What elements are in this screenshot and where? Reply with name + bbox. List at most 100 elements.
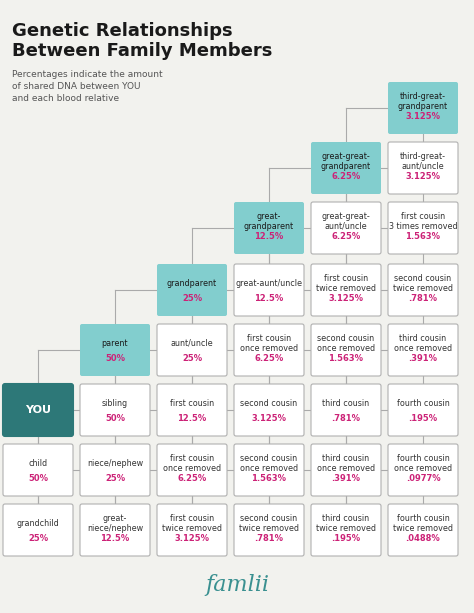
Text: first cousin
twice removed: first cousin twice removed: [162, 514, 222, 533]
Text: .781%: .781%: [331, 414, 361, 423]
Text: 12.5%: 12.5%: [255, 232, 283, 242]
Text: .391%: .391%: [331, 474, 361, 483]
FancyBboxPatch shape: [311, 142, 381, 194]
FancyBboxPatch shape: [157, 264, 227, 316]
Text: third cousin
once removed: third cousin once removed: [394, 333, 452, 353]
Text: second cousin
once removed: second cousin once removed: [317, 333, 375, 353]
Text: .781%: .781%: [409, 294, 438, 303]
FancyBboxPatch shape: [234, 384, 304, 436]
Text: Genetic Relationships
Between Family Members: Genetic Relationships Between Family Mem…: [12, 22, 273, 60]
FancyBboxPatch shape: [388, 324, 458, 376]
Text: 25%: 25%: [28, 535, 48, 543]
FancyBboxPatch shape: [234, 504, 304, 556]
FancyBboxPatch shape: [234, 264, 304, 316]
FancyBboxPatch shape: [311, 504, 381, 556]
Text: child: child: [28, 459, 47, 468]
Text: 50%: 50%: [105, 414, 125, 423]
Text: 25%: 25%: [182, 354, 202, 364]
FancyBboxPatch shape: [157, 384, 227, 436]
Text: great-great-
grandparent: great-great- grandparent: [321, 151, 371, 171]
Text: 6.25%: 6.25%: [177, 474, 207, 483]
FancyBboxPatch shape: [311, 324, 381, 376]
FancyBboxPatch shape: [3, 504, 73, 556]
FancyBboxPatch shape: [234, 444, 304, 496]
Text: 6.25%: 6.25%: [255, 354, 283, 364]
Text: third cousin
twice removed: third cousin twice removed: [316, 514, 376, 533]
Text: great-aunt/uncle: great-aunt/uncle: [236, 279, 302, 287]
Text: great-great-
aunt/uncle: great-great- aunt/uncle: [322, 211, 370, 231]
Text: 25%: 25%: [182, 294, 202, 303]
Text: sibling: sibling: [102, 398, 128, 408]
FancyBboxPatch shape: [388, 504, 458, 556]
FancyBboxPatch shape: [234, 202, 304, 254]
Text: 12.5%: 12.5%: [177, 414, 207, 423]
Text: fourth cousin: fourth cousin: [397, 398, 449, 408]
Text: 3.125%: 3.125%: [405, 112, 440, 121]
Text: .0977%: .0977%: [406, 474, 440, 483]
Text: first cousin
twice removed: first cousin twice removed: [316, 273, 376, 293]
Text: great-
grandparent: great- grandparent: [244, 211, 294, 231]
Text: 1.563%: 1.563%: [328, 354, 364, 364]
Text: YOU: YOU: [25, 405, 51, 415]
Text: aunt/uncle: aunt/uncle: [171, 339, 213, 348]
FancyBboxPatch shape: [3, 384, 73, 436]
Text: 3.125%: 3.125%: [252, 414, 286, 423]
Text: 3.125%: 3.125%: [328, 294, 364, 303]
Text: 3.125%: 3.125%: [405, 172, 440, 181]
FancyBboxPatch shape: [80, 324, 150, 376]
Text: second cousin
twice removed: second cousin twice removed: [393, 273, 453, 293]
FancyBboxPatch shape: [311, 264, 381, 316]
Text: 50%: 50%: [105, 354, 125, 364]
FancyBboxPatch shape: [80, 444, 150, 496]
Text: grandparent: grandparent: [167, 279, 217, 287]
Text: .195%: .195%: [409, 414, 438, 423]
Text: first cousin
once removed: first cousin once removed: [240, 333, 298, 353]
FancyBboxPatch shape: [388, 444, 458, 496]
Text: niece/nephew: niece/nephew: [87, 459, 143, 468]
Text: third cousin
once removed: third cousin once removed: [317, 454, 375, 473]
Text: second cousin
twice removed: second cousin twice removed: [239, 514, 299, 533]
Text: .195%: .195%: [331, 535, 361, 543]
FancyBboxPatch shape: [234, 324, 304, 376]
Text: second cousin: second cousin: [240, 398, 298, 408]
Text: parent: parent: [102, 339, 128, 348]
FancyBboxPatch shape: [388, 202, 458, 254]
Text: third-great-
grandparent: third-great- grandparent: [398, 91, 448, 111]
Text: third-great-
aunt/uncle: third-great- aunt/uncle: [400, 151, 446, 171]
FancyBboxPatch shape: [157, 444, 227, 496]
Text: 6.25%: 6.25%: [331, 232, 361, 242]
Text: fourth cousin
twice removed: fourth cousin twice removed: [393, 514, 453, 533]
Text: first cousin
once removed: first cousin once removed: [163, 454, 221, 473]
FancyBboxPatch shape: [388, 82, 458, 134]
FancyBboxPatch shape: [311, 384, 381, 436]
FancyBboxPatch shape: [80, 384, 150, 436]
Text: .391%: .391%: [409, 354, 438, 364]
Text: great-
niece/nephew: great- niece/nephew: [87, 514, 143, 533]
Text: .781%: .781%: [255, 535, 283, 543]
Text: Percentages indicate the amount
of shared DNA between YOU
and each blood relativ: Percentages indicate the amount of share…: [12, 70, 163, 102]
FancyBboxPatch shape: [311, 444, 381, 496]
Text: first cousin: first cousin: [170, 398, 214, 408]
FancyBboxPatch shape: [388, 384, 458, 436]
FancyBboxPatch shape: [311, 202, 381, 254]
Text: 3.125%: 3.125%: [174, 535, 210, 543]
Text: 12.5%: 12.5%: [100, 535, 129, 543]
Text: first cousin
3 times removed: first cousin 3 times removed: [389, 211, 457, 231]
Text: 12.5%: 12.5%: [255, 294, 283, 303]
Text: 6.25%: 6.25%: [331, 172, 361, 181]
Text: famlii: famlii: [205, 574, 269, 596]
Text: second cousin
once removed: second cousin once removed: [240, 454, 298, 473]
FancyBboxPatch shape: [388, 142, 458, 194]
Text: 1.563%: 1.563%: [252, 474, 286, 483]
Text: 1.563%: 1.563%: [405, 232, 440, 242]
Text: 50%: 50%: [28, 474, 48, 483]
FancyBboxPatch shape: [157, 504, 227, 556]
Text: fourth cousin
once removed: fourth cousin once removed: [394, 454, 452, 473]
FancyBboxPatch shape: [3, 444, 73, 496]
Text: grandchild: grandchild: [17, 519, 59, 528]
FancyBboxPatch shape: [157, 324, 227, 376]
Text: third cousin: third cousin: [322, 398, 370, 408]
Text: .0488%: .0488%: [406, 535, 440, 543]
FancyBboxPatch shape: [388, 264, 458, 316]
Text: 25%: 25%: [105, 474, 125, 483]
